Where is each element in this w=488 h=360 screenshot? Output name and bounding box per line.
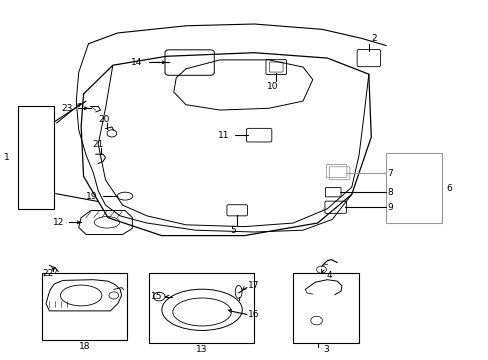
Text: 7: 7 <box>386 169 392 178</box>
Text: 12: 12 <box>53 218 64 227</box>
Bar <box>149 273 254 343</box>
Text: 20: 20 <box>98 115 109 124</box>
Text: 19: 19 <box>86 192 97 201</box>
Bar <box>18 107 54 209</box>
Text: 14: 14 <box>131 58 142 67</box>
Text: 23: 23 <box>61 104 73 113</box>
Text: 2: 2 <box>370 34 376 43</box>
Text: 9: 9 <box>386 203 392 212</box>
Text: 16: 16 <box>248 310 259 319</box>
Text: 5: 5 <box>230 226 236 235</box>
Bar <box>385 153 441 223</box>
Text: 1: 1 <box>4 153 10 162</box>
Text: 4: 4 <box>326 270 331 279</box>
Text: 3: 3 <box>323 345 328 354</box>
Text: 8: 8 <box>386 188 392 197</box>
Text: 15: 15 <box>151 292 162 301</box>
Text: 17: 17 <box>248 281 259 290</box>
Text: 10: 10 <box>266 82 278 91</box>
Bar <box>42 273 127 339</box>
Text: 18: 18 <box>79 342 90 351</box>
Text: 11: 11 <box>217 131 229 140</box>
Text: 22: 22 <box>42 269 54 278</box>
Text: 6: 6 <box>445 184 451 193</box>
Text: 13: 13 <box>196 345 207 354</box>
Bar <box>293 273 358 343</box>
Text: 21: 21 <box>92 140 103 149</box>
